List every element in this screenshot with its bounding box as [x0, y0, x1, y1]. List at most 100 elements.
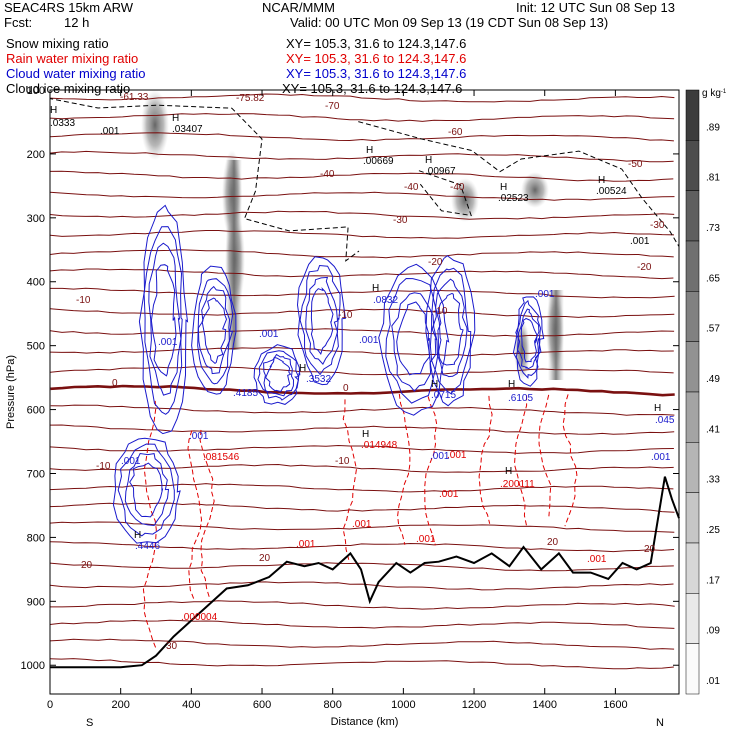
temperature-isoline-21 [50, 502, 675, 513]
y-tick-label-0: 100 [27, 85, 45, 97]
colorbar-label-0: .89 [706, 122, 720, 133]
cloud-water-contour-2-2 [305, 276, 339, 365]
colorbar-segment-3 [685, 240, 700, 292]
cloud-ice-label-3: .00669 [363, 156, 394, 167]
cloud-water-label-5: .3532 [306, 374, 331, 385]
x-tick-label-5: 1000 [391, 699, 415, 711]
cloud-water-contour-4-1 [429, 267, 472, 395]
cloud-water-contour-3-1 [385, 277, 442, 404]
cloud-water-label-13: .001 [651, 452, 671, 463]
x-axis-title: Distance (km) [331, 716, 399, 728]
cloud-water-contour-3-3 [396, 301, 431, 376]
rain-label-7: .001 [439, 489, 459, 500]
temperature-isoline-10 [50, 287, 675, 299]
field-xy-cloudice: XY= 105.3, 31.6 to 124.3,147.6 [282, 81, 463, 96]
temperature-isoline-17 [50, 424, 675, 435]
rain-contour-6 [478, 395, 493, 524]
y-tick-label-7: 800 [27, 532, 45, 544]
field-xy-cloudwater: XY= 105.3, 31.6 to 124.3,147.6 [286, 66, 467, 81]
cloud-water-contour-5-2 [516, 308, 540, 370]
rain-contour-2 [199, 429, 215, 599]
temperature-isoline-0 [50, 93, 675, 103]
y-axis-title: Pressure (hPa) [5, 355, 17, 429]
temperature-label-20: 20 [81, 560, 93, 571]
terrain-line [50, 476, 680, 669]
cloud-water-label-8: .001 [121, 456, 141, 467]
cloud-water-label-7: .001 [359, 335, 379, 346]
colorbar-segment-2 [685, 190, 700, 242]
cloud-water-label-1: .001 [259, 329, 279, 340]
temperature-label-4: -50 [628, 159, 643, 170]
temperature-label-9: -30 [650, 220, 665, 231]
rain-label-4: .001 [296, 539, 316, 550]
y-tick-label-9: 1000 [21, 660, 45, 672]
terrain-layer [50, 476, 680, 669]
temperature-isoline-7 [50, 230, 675, 239]
field-name-snow: Snow mixing ratio [6, 36, 109, 51]
colorbar-segment-7 [685, 442, 700, 493]
rain-contour-0 [142, 400, 158, 651]
cloud-water-contour-0-0 [138, 204, 189, 435]
cloud-water-contour-0-1 [143, 226, 183, 415]
colorbar: .89 .81 .73 .65 .57 .49 .41 .33 .25 .17 .09 .01 g kg… [685, 88, 727, 695]
rain-label-8: .001 [447, 450, 467, 461]
temperature-label-1: -75.82 [236, 93, 265, 104]
cloud-water-contour-2-0 [296, 256, 346, 386]
y-tick-label-4: 500 [27, 341, 45, 353]
temperature-isoline-12 [50, 328, 675, 337]
init-time: Init: 12 UTC Sun 08 Sep 13 [516, 0, 675, 15]
temperature-label-23: 30 [166, 641, 178, 652]
cloud-ice-label-4: .00967 [425, 166, 456, 177]
temperature-label-17: -10 [96, 461, 111, 472]
temperature-isoline-13 [50, 347, 674, 357]
valid-time: Valid: 00 UTC Mon 09 Sep 13 (19 CDT Sun … [290, 15, 609, 30]
cloud-water-contour-1-0 [191, 265, 237, 395]
high-marker-12: H [505, 466, 512, 477]
high-marker-6: H [134, 530, 141, 541]
y-tick-label-1: 200 [27, 149, 45, 161]
temperature-label-0: -61.33 [120, 92, 149, 103]
colorbar-segment-1 [685, 140, 700, 191]
cloud-water-contour-4-3 [437, 292, 464, 366]
temperature-label-8: -30 [393, 215, 408, 226]
temperature-isoline-16 [50, 404, 675, 416]
cloud-ice-contour-0 [50, 98, 360, 262]
colorbar-label-5: .49 [706, 374, 720, 385]
cloud-water-contour-5-0 [512, 296, 545, 387]
x-tick-label-8: 1600 [603, 699, 627, 711]
cloud-water-contour-6-2 [124, 452, 170, 527]
temperature-isoline-3 [50, 150, 674, 163]
temperature-isoline-29 [50, 658, 674, 670]
snow-shade-0 [141, 90, 169, 160]
cloud-ice-contour-1 [358, 121, 679, 248]
field-xy-rain: XY= 105.3, 31.6 to 124.3,147.6 [286, 51, 467, 66]
cloud-water-label-14: .001 [535, 289, 555, 300]
center-label: NCAR/MMM [262, 0, 335, 15]
temperature-isoline-14 [50, 366, 674, 376]
cloud-water-label-10: .0715 [431, 390, 456, 401]
temperature-label-22: 20 [644, 544, 656, 555]
colorbar-label-1: .81 [706, 173, 720, 184]
model-title: SEAC4RS 15km ARW [4, 0, 134, 15]
y-tick-label-6: 700 [27, 468, 45, 480]
temperature-label-7: -40 [320, 169, 335, 180]
temperature-label-19: 20 [259, 553, 271, 564]
field-name-rain: Rain water mixing ratio [6, 51, 139, 66]
colorbar-label-10: .09 [706, 626, 720, 637]
cloud-water-contour-0-2 [148, 242, 182, 396]
temperature-isoline-19 [50, 463, 674, 473]
temperature-label-5: -40 [404, 182, 419, 193]
colorbar-label-9: .17 [706, 575, 720, 586]
temperature-isoline-24 [50, 562, 674, 572]
cloud-ice-label-5: .02523 [498, 193, 529, 204]
cloud-water-contour-6-1 [117, 443, 175, 537]
rain-label-0: .081546 [203, 452, 240, 463]
temperature-isoline-26 [50, 600, 675, 610]
temperature-isoline-8 [50, 249, 674, 259]
temperature-isoline-9 [50, 268, 674, 280]
cloud-water-contour-1-2 [197, 285, 231, 375]
rain-contour-1 [187, 430, 203, 600]
colorbar-unit: g kg-1 [702, 88, 727, 99]
